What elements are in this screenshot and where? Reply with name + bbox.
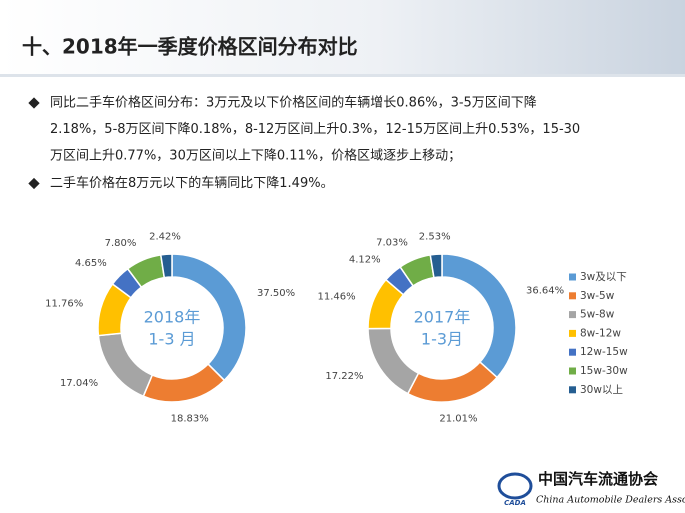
data-label: 36.64% bbox=[526, 286, 564, 297]
donut-slice bbox=[159, 253, 173, 279]
legend-label: 5w-8w bbox=[580, 309, 615, 321]
logo-en: China Automobile Dealers Association bbox=[536, 495, 685, 506]
legend-label: 3w及以下 bbox=[580, 271, 627, 283]
data-label: 21.01% bbox=[439, 414, 477, 425]
donut-slice bbox=[97, 332, 154, 398]
center-label: 1-3 月 bbox=[148, 330, 195, 349]
header-rule bbox=[0, 74, 685, 77]
legend-label: 12w-15w bbox=[580, 346, 628, 358]
bullet-text: 2.18%，5-8万区间下降0.18%，8-12万区间上升0.3%，12-15万… bbox=[50, 122, 580, 137]
data-label: 11.46% bbox=[317, 291, 355, 302]
legend-label: 30w以上 bbox=[580, 384, 623, 396]
logo: CADA 中国汽车流通协会 China Automobile Dealers A… bbox=[497, 470, 685, 507]
data-label: 18.83% bbox=[171, 413, 209, 424]
legend-swatch bbox=[569, 367, 576, 375]
data-label: 2.42% bbox=[149, 231, 181, 242]
data-label: 7.80% bbox=[105, 238, 137, 249]
center-label: 2017年 bbox=[414, 308, 471, 327]
logo-abbr: CADA bbox=[504, 499, 526, 507]
bullet-text: 同比二手车价格区间分布：3万元及以下价格区间的车辆增长0.86%，3-5万区间下… bbox=[50, 95, 537, 111]
legend-swatch bbox=[569, 311, 576, 319]
bullet-diamond bbox=[28, 97, 40, 109]
bullet-text: 二手车价格在8万元以下的车辆同比下降1.49%。 bbox=[50, 175, 334, 191]
data-label: 17.04% bbox=[60, 378, 98, 389]
legend-swatch bbox=[569, 348, 576, 356]
logo-cn: 中国汽车流通协会 bbox=[538, 470, 658, 488]
data-label: 4.12% bbox=[349, 254, 381, 265]
header-band bbox=[0, 0, 685, 76]
legend-label: 3w-5w bbox=[580, 290, 615, 302]
bullet-text: 万区间上升0.77%，30万区间以上下降0.11%，价格区域逐步上移动； bbox=[50, 148, 461, 164]
slide-title: 十、2018年一季度价格区间分布对比 bbox=[22, 35, 358, 59]
data-label: 2.53% bbox=[419, 231, 451, 242]
data-label: 7.03% bbox=[376, 238, 408, 249]
legend-swatch bbox=[569, 329, 576, 337]
center-label: 2018年 bbox=[144, 308, 201, 327]
data-label: 4.65% bbox=[75, 258, 107, 269]
donut-slice bbox=[142, 363, 226, 403]
data-label: 11.76% bbox=[45, 299, 83, 310]
legend-swatch bbox=[569, 273, 576, 281]
center-label: 1-3月 bbox=[421, 330, 463, 349]
data-label: 17.22% bbox=[325, 371, 363, 382]
donut-slice bbox=[406, 360, 499, 403]
bullet-diamond bbox=[28, 177, 40, 190]
legend-label: 15w-30w bbox=[580, 365, 628, 377]
charts: 37.50% 18.83% 17.04% 11.76% 4.65% 7.80% 2.42% 2… bbox=[45, 231, 628, 424]
donut-slice bbox=[429, 253, 443, 279]
legend-label: 8w-12w bbox=[580, 327, 621, 339]
legend-swatch bbox=[569, 386, 576, 394]
logo-icon bbox=[497, 472, 533, 500]
donut-slice bbox=[367, 327, 420, 395]
data-label: 37.50% bbox=[257, 288, 295, 299]
legend-swatch bbox=[569, 292, 576, 300]
bullets: 同比二手车价格区间分布：3万元及以下价格区间的车辆增长0.86%，3-5万区间下… bbox=[28, 95, 580, 191]
